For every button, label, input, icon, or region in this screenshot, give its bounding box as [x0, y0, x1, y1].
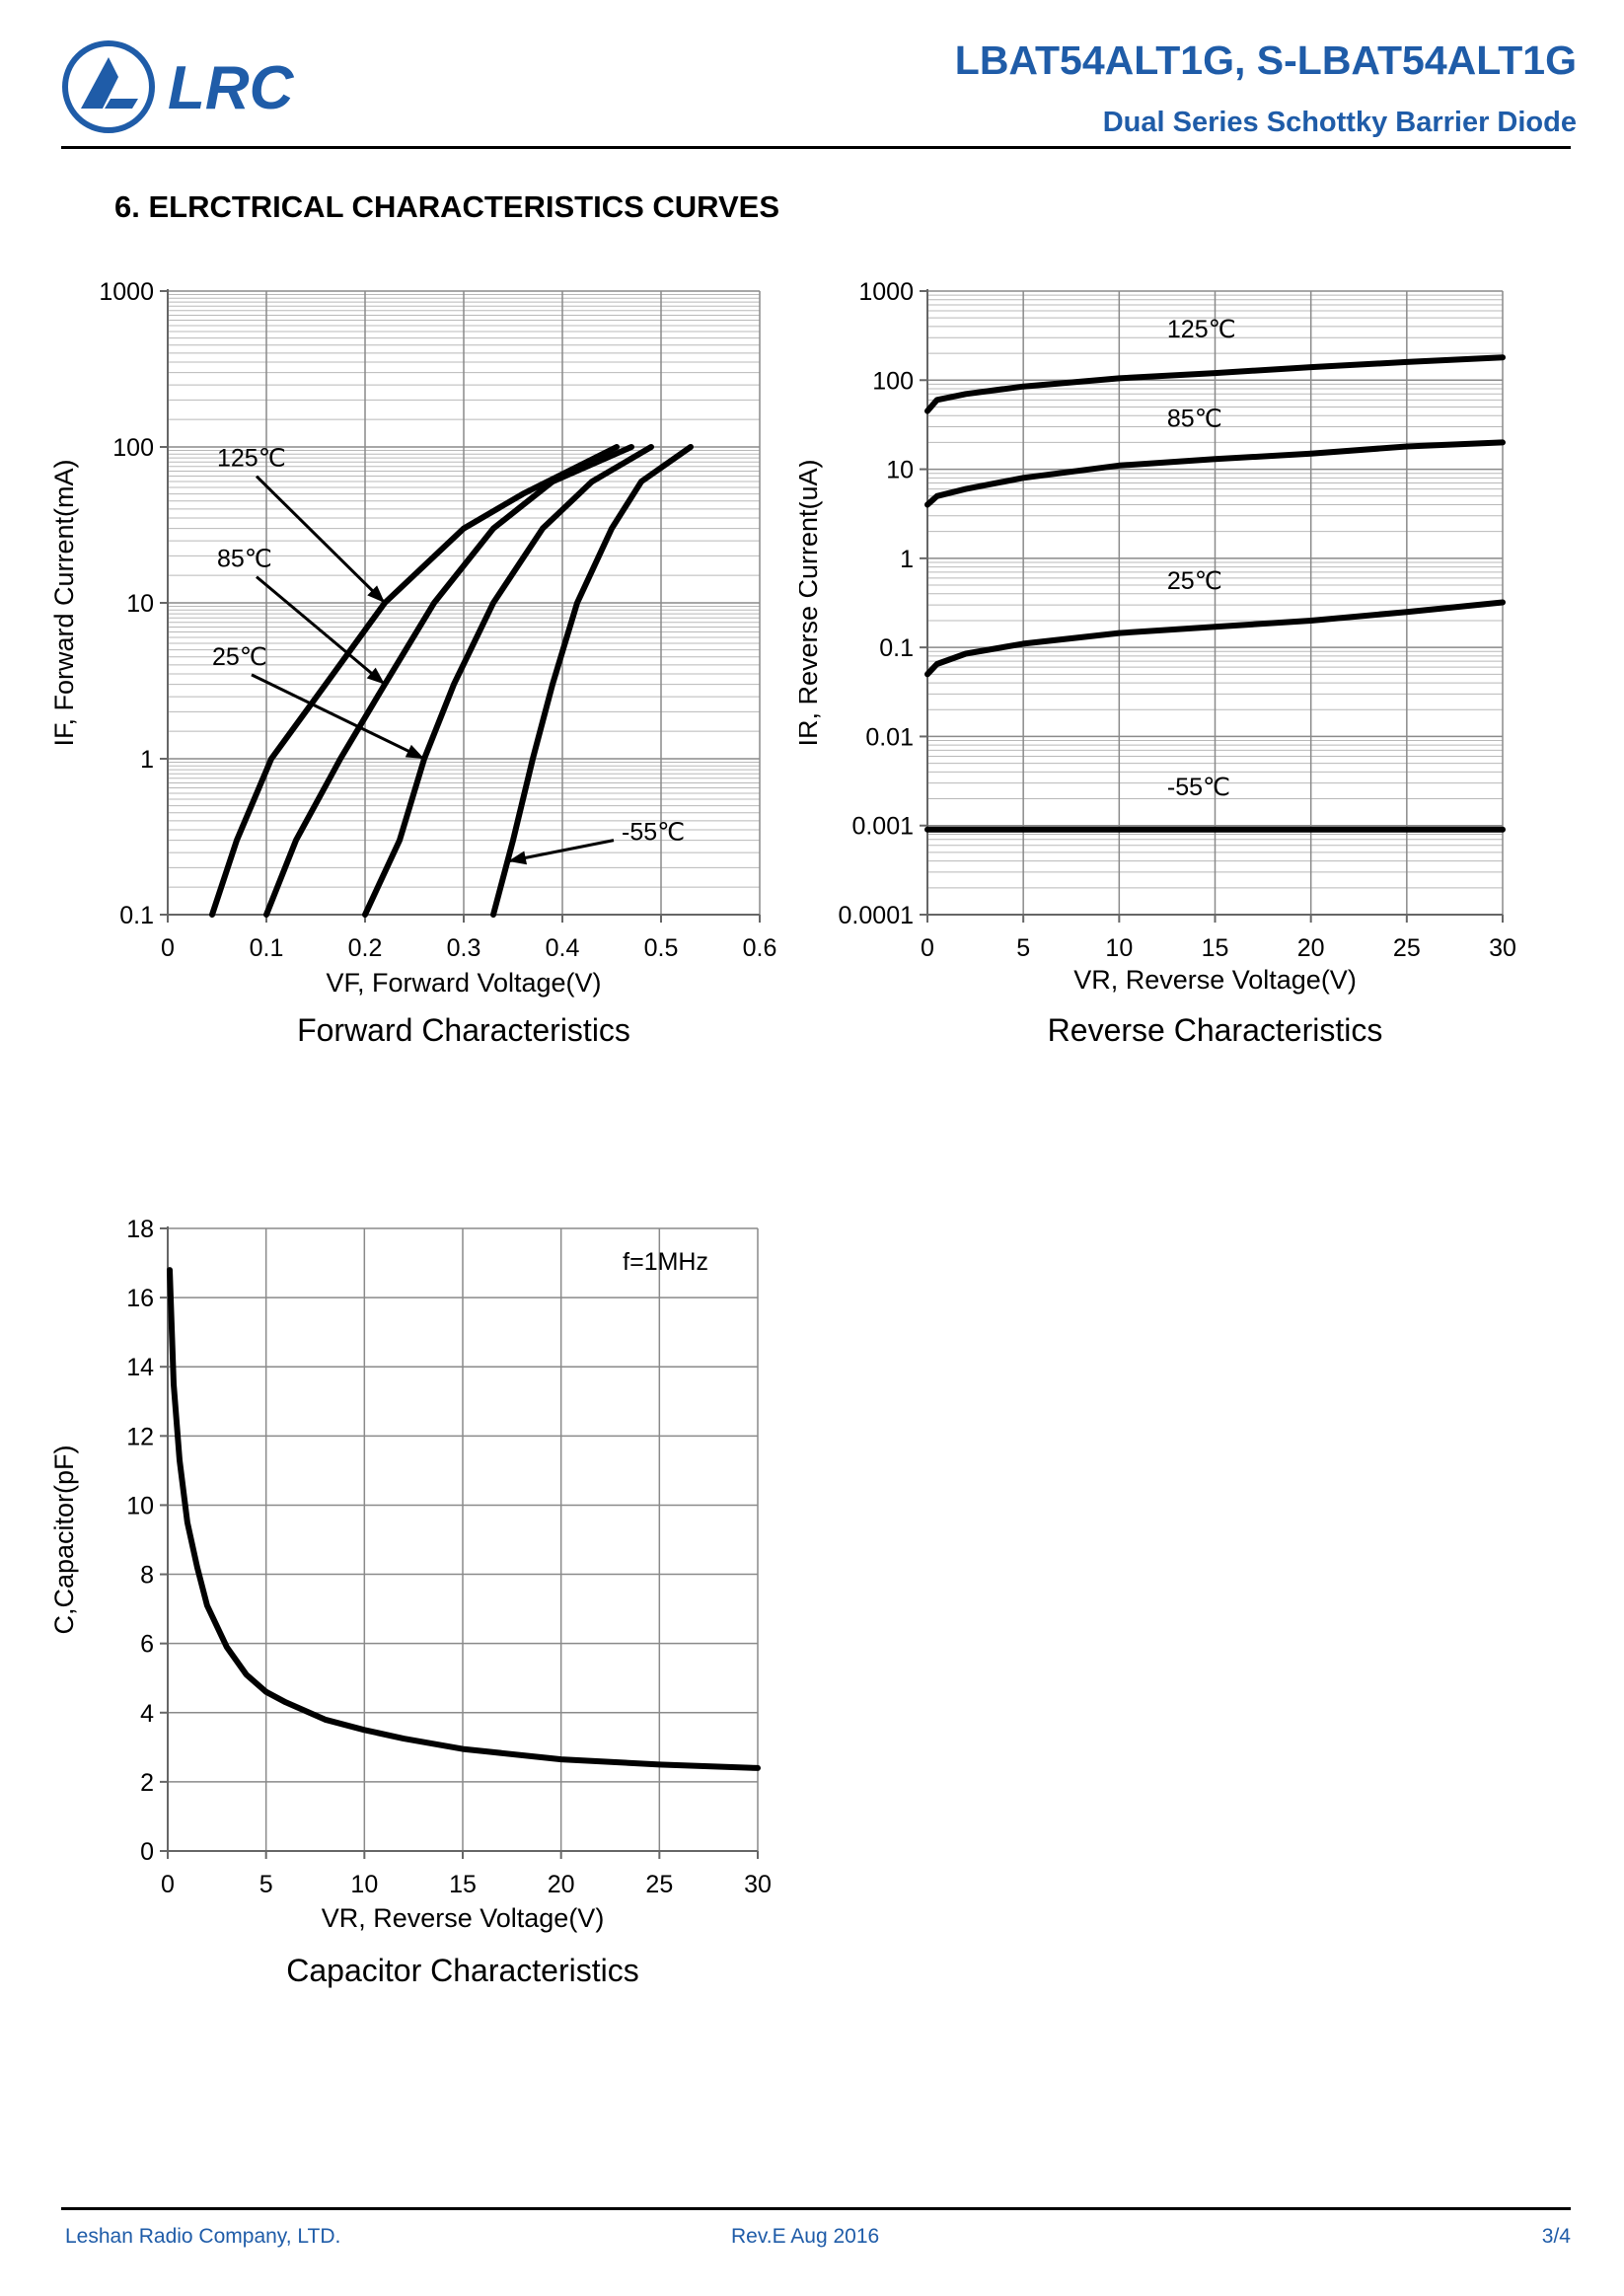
series-line-85c	[263, 444, 634, 918]
capacitor-gridlines	[167, 1227, 759, 1852]
y-tick-label: 100	[872, 367, 914, 395]
y-tick-label: 1000	[99, 278, 154, 306]
reverse-gridlines	[926, 290, 1504, 916]
chart-title: Capacitor Characteristics	[286, 1953, 638, 1988]
y-tick-label: 1000	[858, 278, 914, 306]
annotation-arrowhead	[508, 851, 528, 865]
x-tick-label: 25	[1393, 934, 1421, 962]
y-tick-label: 16	[126, 1285, 154, 1312]
x-tick-label: 0.3	[447, 934, 481, 962]
annotation-arrowhead	[367, 585, 385, 603]
x-tick-label: 0	[161, 1871, 175, 1898]
annotation-label: 25℃	[212, 643, 267, 671]
forward-chart-svg: 0.1 1 10 100 1000 0 0.1 0.2 0.3 0.4 0.5 0.6 VF, Forw…	[49, 278, 777, 1048]
annotation-arrowhead	[405, 744, 424, 759]
annotation-label: 125℃	[1167, 316, 1236, 343]
y-tick-label: 8	[140, 1562, 154, 1590]
annotation-arrow-line	[507, 839, 615, 863]
x-tick-label: 10	[1105, 934, 1133, 962]
x-tick-label: 30	[1489, 934, 1516, 962]
x-tick-label: 20	[548, 1871, 575, 1898]
y-tick-label: 18	[126, 1216, 154, 1243]
document-subtitle: Dual Series Schottky Barrier Diode	[1102, 107, 1577, 138]
x-axis-label: VR, Reverse Voltage(V)	[1073, 965, 1357, 995]
series-line-25c	[924, 599, 1506, 678]
chart-title: Reverse Characteristics	[1048, 1012, 1383, 1048]
chart-title: Forward Characteristics	[297, 1012, 630, 1048]
forward-gridlines	[167, 290, 761, 916]
y-axis-label: IF, Forward Current(mA)	[49, 459, 79, 746]
header-divider	[61, 146, 1571, 149]
x-tick-label: 30	[744, 1871, 772, 1898]
footer-divider	[61, 2207, 1571, 2210]
y-tick-label: 0.0001	[839, 902, 914, 929]
annotation-label: 85℃	[217, 546, 272, 573]
y-tick-label: 100	[112, 434, 154, 462]
x-tick-label: 0.4	[546, 934, 580, 962]
y-tick-label: 0.1	[119, 902, 154, 929]
y-tick-label: 14	[126, 1354, 154, 1381]
document-title: LBAT54ALT1G, S-LBAT54ALT1G	[954, 37, 1577, 83]
x-axis-label: VF, Forward Voltage(V)	[326, 968, 601, 998]
x-tick-label: 0.5	[644, 934, 679, 962]
y-tick-label: 0.01	[865, 723, 914, 751]
logo-ring	[62, 40, 155, 133]
y-tick-label: 12	[126, 1423, 154, 1450]
annotation-label: 125℃	[217, 445, 286, 473]
y-tick-label: 10	[126, 590, 154, 618]
x-tick-label: 25	[645, 1871, 673, 1898]
series-line-minus55c	[490, 444, 694, 918]
series-line-C	[167, 1267, 761, 1771]
x-tick-label: 0.6	[743, 934, 777, 962]
y-tick-label: 6	[140, 1631, 154, 1659]
x-tick-label: 0.1	[250, 934, 284, 962]
y-axis-label: C,Capacitor(pF)	[49, 1444, 79, 1634]
x-tick-label: 15	[449, 1871, 477, 1898]
y-axis-label: IR, Reverse Current(uA)	[799, 459, 823, 746]
footer-company: Leshan Radio Company, LTD.	[65, 2225, 341, 2248]
forward-characteristics-chart: 0.1 1 10 100 1000 0 0.1 0.2 0.3 0.4 0.5 0.6 VF, Forw…	[39, 261, 789, 1075]
footer-page-number: 3/4	[1541, 2225, 1571, 2248]
reverse-characteristics-chart: 0.0001 0.001 0.01 0.1 1 10 100 1000 0 5 10 15 20 25 30…	[793, 261, 1569, 1075]
series-line-85c	[924, 439, 1506, 508]
capacitor-characteristics-chart: 0 2 4 6 8 10 12 14 16 18 0 5 10 15 20 25 30 VR, Reverse V…	[39, 1199, 789, 2013]
y-tick-label: 1	[900, 546, 914, 573]
x-tick-label: 0	[161, 934, 175, 962]
y-tick-label: 1	[140, 746, 154, 774]
x-axis-label: VR, Reverse Voltage(V)	[322, 1903, 605, 1933]
x-tick-label: 5	[259, 1871, 273, 1898]
x-tick-label: 0	[921, 934, 934, 962]
x-tick-label: 5	[1016, 934, 1030, 962]
company-logo: LRC	[59, 37, 326, 136]
chart-note-frequency: f=1MHz	[623, 1248, 708, 1276]
y-tick-label: 10	[126, 1492, 154, 1519]
annotation-label: -55℃	[622, 819, 685, 847]
y-tick-label: 10	[886, 457, 914, 484]
annotation-arrow-line	[256, 575, 386, 686]
annotation-label: 25℃	[1167, 567, 1222, 595]
annotation-label: -55℃	[1167, 774, 1230, 801]
y-tick-label: 0	[140, 1838, 154, 1866]
footer-revision: Rev.E Aug 2016	[731, 2225, 880, 2248]
x-tick-label: 15	[1202, 934, 1229, 962]
annotation-arrowhead	[366, 667, 385, 685]
x-tick-label: 0.2	[348, 934, 383, 962]
y-tick-label: 2	[140, 1769, 154, 1797]
x-tick-label: 20	[1297, 934, 1325, 962]
annotation-arrow-line	[255, 475, 387, 605]
logo-text: LRC	[168, 54, 295, 122]
reverse-chart-svg: 0.0001 0.001 0.01 0.1 1 10 100 1000 0 5 10 15 20 25 30…	[793, 278, 1516, 1048]
y-tick-label: 0.1	[879, 634, 914, 662]
y-tick-label: 0.001	[851, 813, 914, 841]
series-line-125c	[209, 444, 620, 918]
annotation-label: 85℃	[1167, 405, 1222, 432]
x-tick-label: 10	[350, 1871, 378, 1898]
y-tick-label: 4	[140, 1700, 154, 1728]
logo-mark	[81, 57, 118, 109]
capacitor-chart-svg: 0 2 4 6 8 10 12 14 16 18 0 5 10 15 20 25 30 VR, Reverse V…	[49, 1216, 772, 1988]
series-line-25c	[362, 444, 654, 918]
series-line-125c	[924, 354, 1506, 414]
annotation-arrow-line	[251, 673, 425, 761]
section-heading: 6. ELRCTRICAL CHARACTERISTICS CURVES	[114, 189, 780, 224]
